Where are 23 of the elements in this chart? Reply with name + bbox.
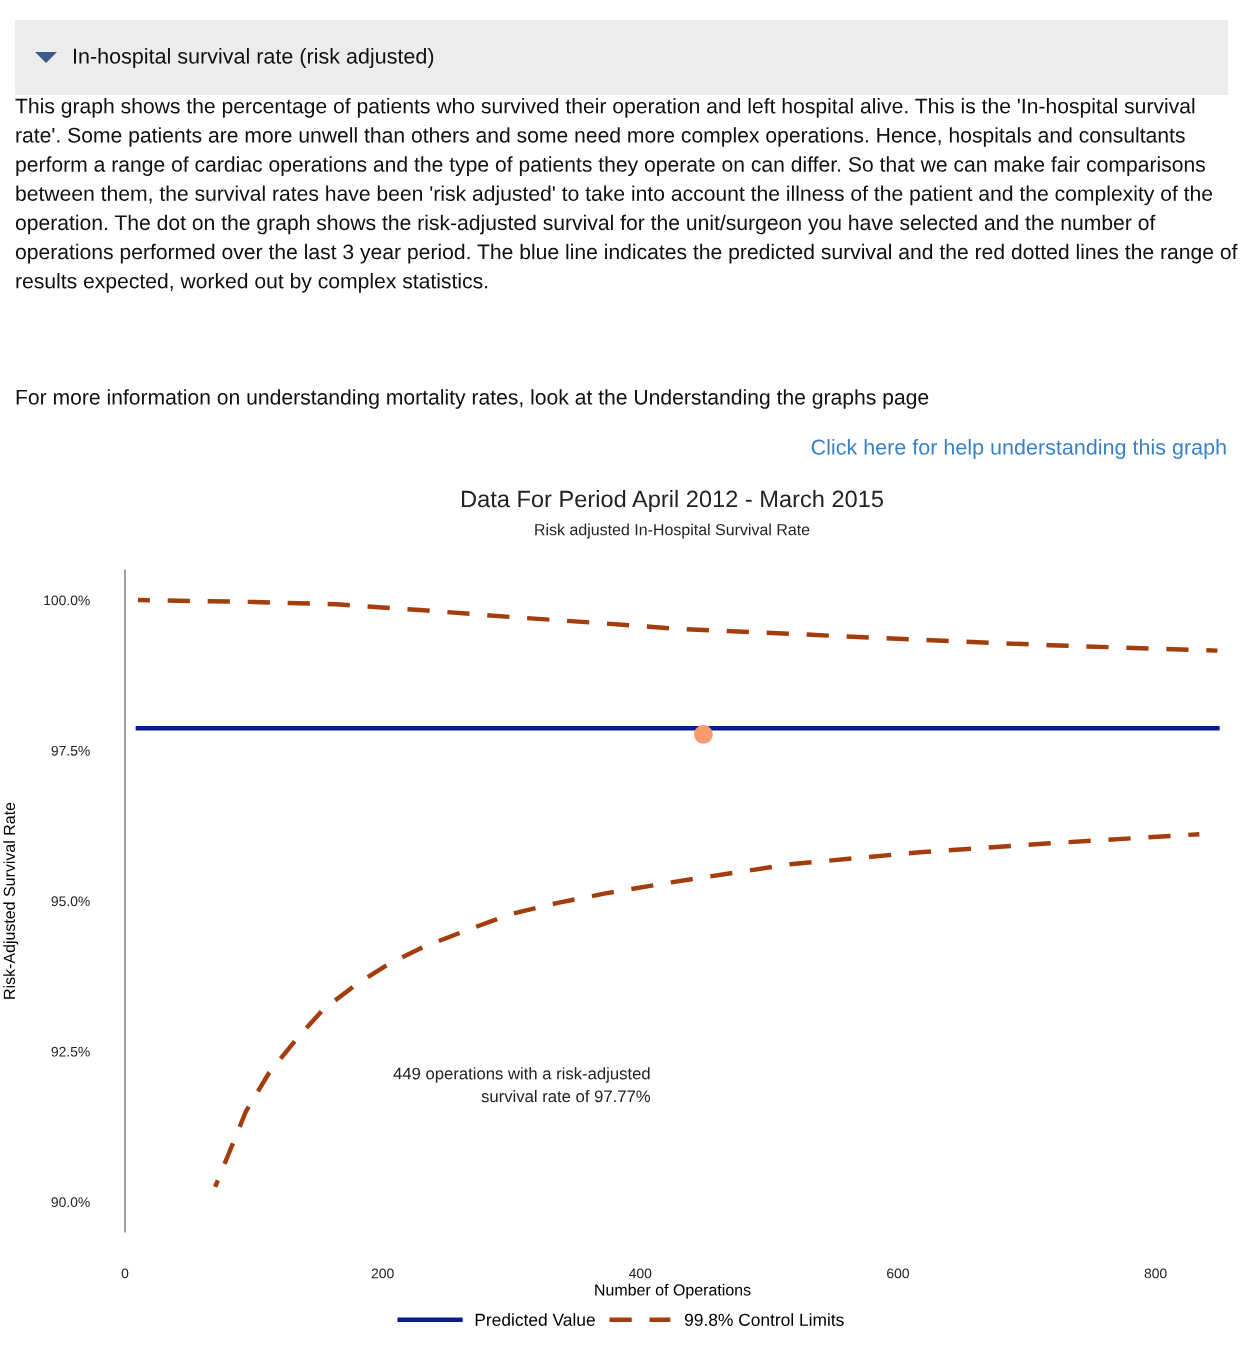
chart-title: Data For Period April 2012 - March 2015 [462,489,883,513]
x-axis-title: Number of Operations [595,1283,751,1299]
y-tick-label: 90.0% [51,1197,90,1208]
x-tick-label: 0 [121,1268,129,1279]
y-tick-label: 92.5% [51,1046,90,1057]
x-tick-label: 800 [1144,1268,1167,1279]
text: This graph shows the percentage of patients who survived their operation and left hospital alive. This is the 'In-hospital survival rate'. Some patients are more unwell than others and some need more complex operations. Hence, hospitals and consultants perform a range of cardiac operations and the type of patients they operate on can differ. So that we can make fair comparisons between them, the survival rates have been 'risk adjusted' to take into account the illness of the patient and the complexity of the operation. The dot on the graph shows the risk-adjusted survival for the unit/surgeon you have selected and the number of operations performed over the last 3 year period. The blue line indicates the predicted survival and the red dotted lines the range of results expected, worked out by complex statistics. [15,98,1238,293]
chart-subtitle: Risk adjusted In-Hospital Survival Rate [535,523,810,539]
line-series [212,831,1202,1190]
y-tick-label: 97.5% [51,745,90,756]
legend-label: 99.8% Control Limits [684,1313,844,1326]
y-axis-title: Risk-Adjusted Survival Rate [3,802,19,999]
x-tick-label: 600 [887,1268,909,1279]
annotation: 449 operations with a risk-adjusted survival rate of 97.77% [393,1067,651,1103]
text: Click here for help understanding this graph [811,438,1226,460]
y-tick-label: 95.0% [51,896,90,907]
y-tick-label: 100.0% [44,595,90,606]
x-tick-label: 200 [371,1268,394,1279]
line-series [135,597,1220,653]
text: In-hospital survival rate (risk adjusted) [73,47,434,69]
x-tick-label: 400 [629,1268,652,1279]
legend-label: Predicted Value [475,1313,595,1326]
text: For more information on understanding mortality rates, look at the Understanding the graphs page [16,389,929,409]
